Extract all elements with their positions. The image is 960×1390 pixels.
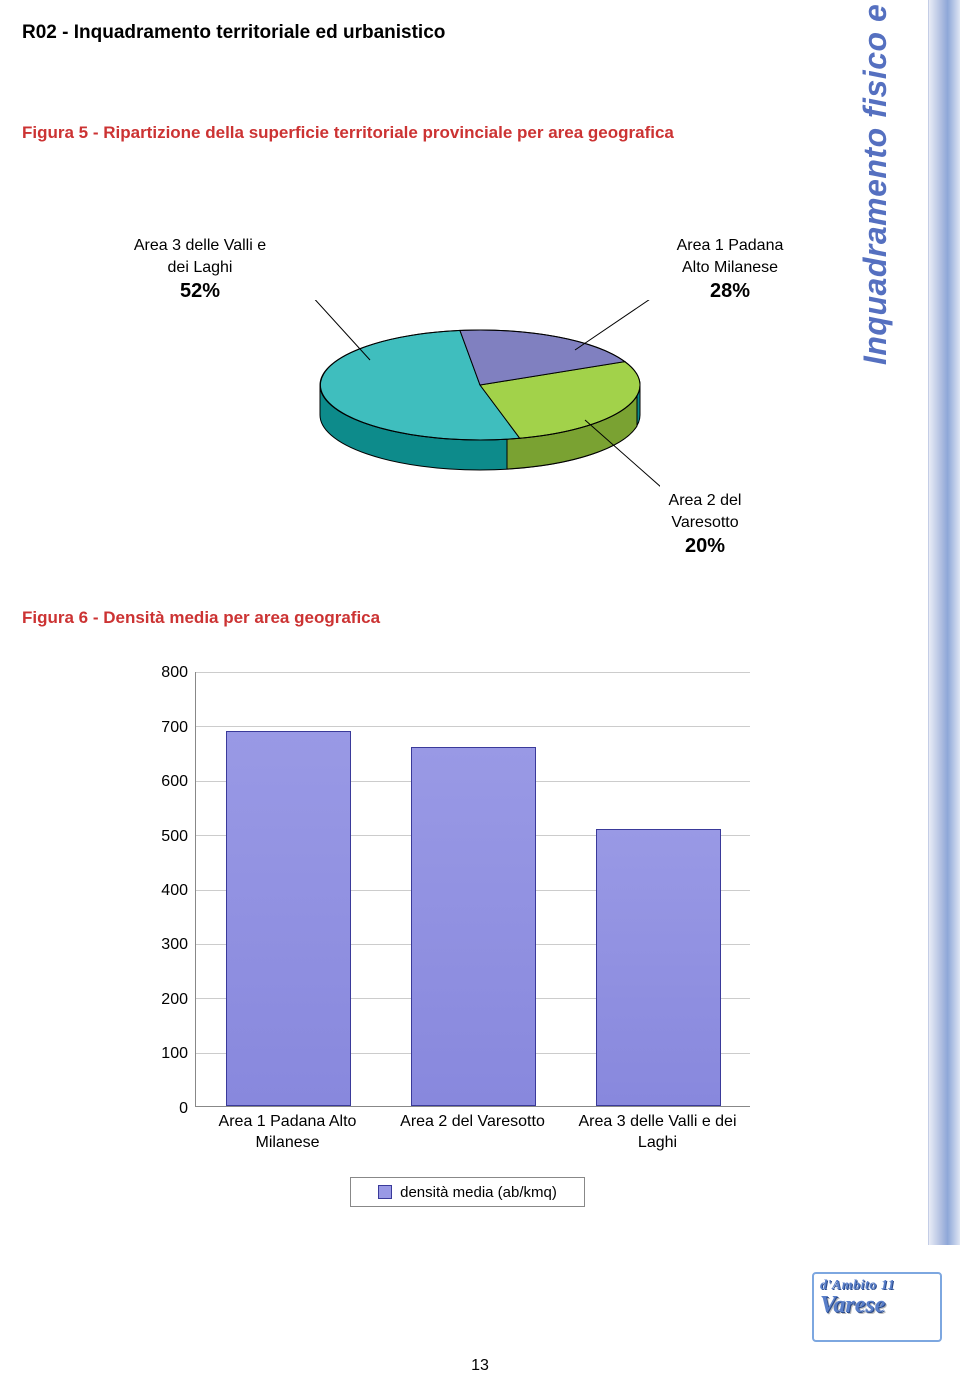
pie-label-line: Alto Milanese — [682, 259, 778, 276]
pie-svg — [300, 300, 660, 500]
pie-label-line: Varesotto — [671, 514, 738, 531]
legend-swatch-icon — [378, 1185, 392, 1199]
bar-legend: densità media (ab/kmq) — [350, 1177, 585, 1207]
bar-area3 — [596, 829, 721, 1106]
gridline — [196, 672, 750, 673]
badge-line2: Varese — [820, 1292, 934, 1319]
y-tick: 800 — [140, 664, 188, 682]
page-header: R02 - Inquadramento territoriale ed urba… — [22, 22, 445, 44]
sidebar-stripe — [928, 0, 960, 1245]
pie-label-line: Area 1 Padana — [677, 237, 784, 254]
gridline — [196, 726, 750, 727]
footer-badge: d'Ambito 11 Varese — [812, 1272, 942, 1342]
figure-5-title: Figura 5 - Ripartizione della superficie… — [22, 123, 674, 143]
pie-label-line: Area 2 del — [669, 492, 742, 509]
bar-area2 — [411, 747, 536, 1106]
x-tick: Area 1 Padana Alto Milanese — [205, 1112, 370, 1154]
pie-label-area3: Area 3 delle Valli e dei Laghi 52% — [120, 235, 280, 305]
figure-6-title: Figura 6 - Densità media per area geogra… — [22, 608, 380, 628]
pie-percent: 20% — [685, 535, 725, 557]
pie-label-line: dei Laghi — [168, 259, 233, 276]
legend-label: densità media (ab/kmq) — [400, 1184, 557, 1201]
y-tick: 0 — [140, 1100, 188, 1118]
y-tick: 200 — [140, 991, 188, 1009]
pie-percent: 28% — [710, 280, 750, 302]
pie-label-area1: Area 1 Padana Alto Milanese 28% — [650, 235, 810, 305]
y-tick: 100 — [140, 1045, 188, 1063]
page-number: 13 — [0, 1357, 960, 1375]
bar-area1 — [226, 731, 351, 1106]
pie-percent: 52% — [180, 280, 220, 302]
y-tick: 300 — [140, 936, 188, 954]
x-tick: Area 3 delle Valli e dei Laghi — [575, 1112, 740, 1154]
y-tick: 500 — [140, 828, 188, 846]
pie-label-area2: Area 2 del Varesotto 20% — [635, 490, 775, 560]
y-tick: 400 — [140, 882, 188, 900]
y-tick: 600 — [140, 773, 188, 791]
figure-6-bar-chart: 0 100 200 300 400 500 600 700 800 Area 1… — [140, 662, 790, 1227]
bar-plot-area — [195, 672, 750, 1107]
pie-label-line: Area 3 delle Valli e — [134, 237, 266, 254]
figure-5-pie-chart: Area 3 delle Valli e dei Laghi 52% Area … — [90, 205, 870, 595]
y-tick: 700 — [140, 719, 188, 737]
x-tick: Area 2 del Varesotto — [390, 1112, 555, 1133]
